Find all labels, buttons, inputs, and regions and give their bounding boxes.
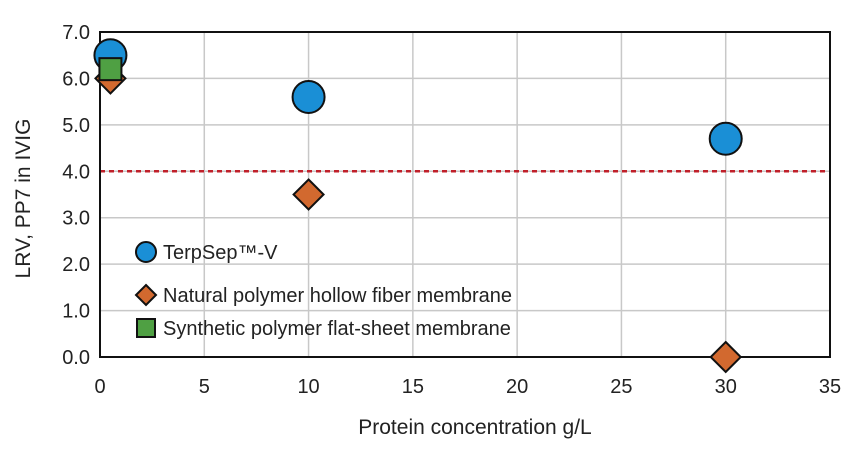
y-tick-labels: 0.0 1.0 2.0 3.0 4.0 5.0 6.0 7.0 — [62, 22, 90, 369]
data-point-square — [98, 57, 123, 82]
legend-label: Synthetic polymer flat-sheet membrane — [163, 318, 511, 340]
y-axis-label: LRV, PP7 in IVIG — [12, 119, 35, 279]
x-tick-label: 20 — [506, 376, 528, 398]
x-tick-label: 0 — [94, 376, 105, 398]
x-tick-labels: 0 5 10 15 20 25 30 35 — [94, 376, 841, 398]
y-tick-label: 0.0 — [62, 347, 90, 369]
x-tick-label: 30 — [715, 376, 737, 398]
y-tick-label: 7.0 — [62, 22, 90, 44]
x-tick-label: 35 — [819, 376, 841, 398]
y-tick-label: 5.0 — [62, 115, 90, 137]
x-tick-label: 25 — [610, 376, 632, 398]
data-point-circle — [291, 80, 326, 114]
y-tick-label: 1.0 — [62, 301, 90, 323]
x-tick-label: 15 — [402, 376, 424, 398]
legend-marker-diamond — [134, 283, 158, 307]
legend-label: Natural polymer hollow fiber membrane — [163, 285, 512, 307]
x-tick-label: 10 — [297, 376, 319, 398]
y-tick-label: 6.0 — [62, 68, 90, 90]
x-tick-label: 5 — [199, 376, 210, 398]
data-point-diamond — [292, 178, 325, 211]
y-tick-label: 4.0 — [62, 161, 90, 183]
legend-marker-circle — [135, 241, 157, 263]
legend: TerpSep™-V Natural polymer hollow fiber m… — [134, 241, 512, 340]
y-tick-label: 2.0 — [62, 254, 90, 276]
y-tick-label: 3.0 — [62, 208, 90, 230]
legend-label: TerpSep™-V — [163, 242, 278, 264]
legend-marker-square — [136, 318, 156, 338]
plot-area-frame — [99, 31, 831, 358]
data-point-diamond — [709, 340, 743, 374]
data-point-circle — [708, 121, 743, 156]
x-axis-label: Protein concentration g/L — [358, 416, 591, 439]
data-points — [93, 38, 743, 374]
grid-lines — [99, 31, 831, 358]
